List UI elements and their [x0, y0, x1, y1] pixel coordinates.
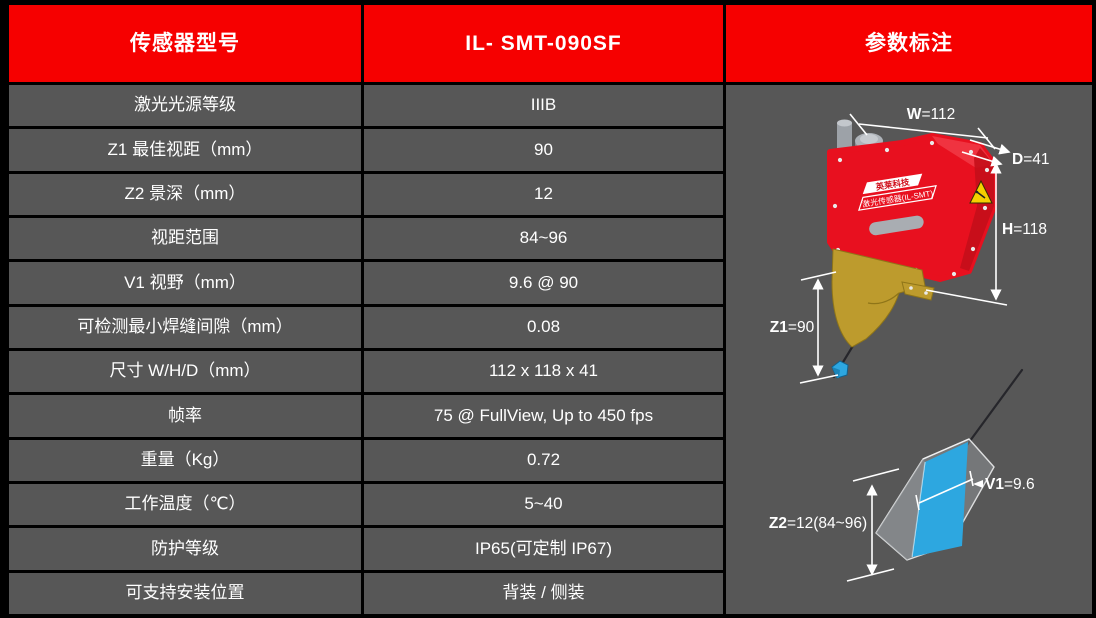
diagram-panel: 英莱科技 激光传感器(IL-SMT)	[726, 85, 1092, 614]
dimension-d: D=41	[961, 139, 1050, 168]
dimension-v1-label: V1=9.6	[985, 476, 1035, 493]
spec-row-label: 尺寸 W/H/D（mm）	[9, 350, 361, 393]
spec-row-value: 75 @ FullView, Up to 450 fps	[364, 395, 723, 437]
dimension-z2-label: Z2=12(84~96)	[769, 515, 867, 532]
spec-row-value: IIIB	[364, 85, 723, 127]
dimension-w: W=112	[849, 106, 996, 150]
spec-row-label: Z1 最佳视距（mm）	[9, 129, 361, 171]
spec-row-value: 112 x 118 x 41	[364, 350, 723, 393]
dimension-h-label: H=118	[1002, 221, 1047, 238]
dimension-z1: Z1=90	[770, 271, 839, 384]
spec-row-label: 防护等级	[9, 528, 361, 570]
dimension-d-label: D=41	[1012, 151, 1050, 168]
spec-row-value: 9.6 @ 90	[364, 262, 723, 304]
spec-row-label: 重量（Kg）	[9, 439, 361, 481]
laser-axis-line	[965, 368, 1024, 447]
spec-row-label: 激光光源等级	[9, 85, 361, 127]
spec-row-label: 工作温度（℃）	[9, 483, 361, 526]
dimension-z1-label: Z1=90	[770, 319, 815, 336]
mount-claw	[831, 248, 935, 348]
spec-row-value: 0.08	[364, 306, 723, 348]
spec-row-label: V1 视野（mm）	[9, 262, 361, 304]
spec-row-value: 0.72	[364, 439, 723, 481]
spec-row-value: IP65(可定制 IP67)	[364, 528, 723, 570]
spec-row-value: 84~96	[364, 217, 723, 260]
header-diagram: 参数标注	[726, 5, 1092, 82]
spec-row-label: 帧率	[9, 395, 361, 437]
laser-warning-icon	[969, 179, 993, 204]
spec-row-value: 5~40	[364, 483, 723, 526]
spec-row-label: Z2 景深（mm）	[9, 173, 361, 215]
sensor-illustration: 英莱科技 激光传感器(IL-SMT)	[769, 106, 1050, 582]
measurement-prism	[875, 438, 995, 561]
header-model-value: IL- SMT-090SF	[364, 5, 723, 82]
spec-row-label: 视距范围	[9, 217, 361, 260]
spec-row-value: 12	[364, 173, 723, 215]
spec-row-label: 可检测最小焊缝间隙（mm）	[9, 306, 361, 348]
dimension-w-label: W=112	[907, 106, 955, 123]
spec-row-value: 90	[364, 129, 723, 171]
spec-row-label: 可支持安装位置	[9, 572, 361, 614]
sensor-body: 英莱科技 激光传感器(IL-SMT)	[827, 132, 997, 282]
dimension-z2: Z2=12(84~96)	[769, 468, 900, 582]
dimension-v1: V1=9.6	[915, 470, 1035, 511]
header-sensor-model: 传感器型号	[9, 5, 361, 82]
dimension-h: H=118	[925, 162, 1047, 306]
spec-row-value: 背装 / 侧装	[364, 572, 723, 614]
laser-plane	[912, 441, 968, 557]
